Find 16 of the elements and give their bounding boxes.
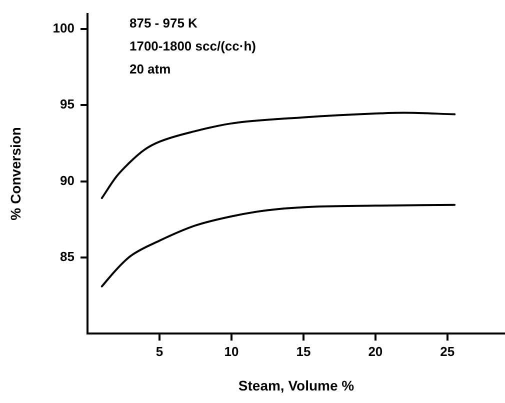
y-axis-title: % Conversion: [7, 127, 24, 220]
line-series: [100, 112, 456, 200]
x-axis-title: Steam, Volume %: [238, 377, 355, 394]
y-tick-label: 100: [52, 20, 74, 36]
annotation: 1700-1800 scc/(cc·h): [129, 38, 256, 54]
y-tick-label: 90: [60, 172, 74, 188]
x-tick-label: 10: [224, 344, 239, 359]
y-tick-label: 95: [60, 96, 74, 112]
line-series: [100, 204, 456, 288]
x-tick-label: 15: [296, 344, 311, 359]
x-tick-label: 20: [368, 344, 383, 359]
y-tick-label: 85: [60, 249, 74, 264]
x-tick-label: 25: [440, 344, 455, 359]
x-tick-label: 5: [156, 344, 164, 359]
annotation: 20 atm: [129, 61, 171, 76]
annotation: 875 - 975 K: [129, 15, 198, 30]
